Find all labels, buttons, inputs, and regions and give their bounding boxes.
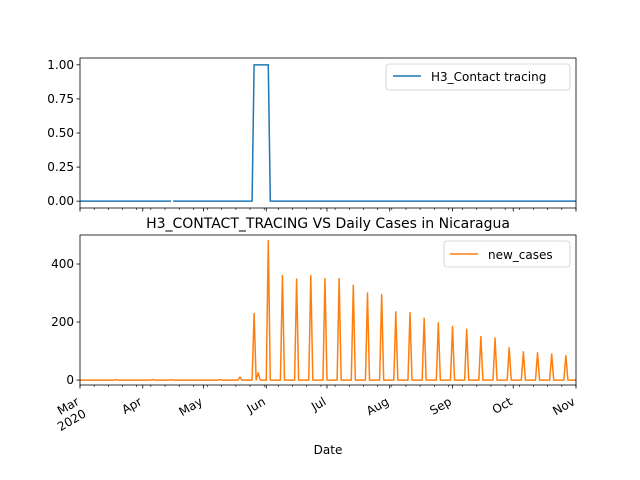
bottom-y-tick-label: 0 (66, 373, 74, 387)
top-y-tick-label: 0.00 (47, 194, 74, 208)
top-legend: H3_Contact tracing (385, 63, 571, 91)
bottom-plot-lines (80, 240, 576, 381)
top-y-tick-label: 0.75 (47, 92, 74, 106)
new-cases-line (80, 240, 576, 381)
top-x-axis (79, 208, 577, 212)
top-y-tick-label: 1.00 (47, 58, 74, 72)
top-y-tick-label: 0.25 (47, 160, 74, 174)
top-legend-box (385, 63, 571, 91)
bottom-y-tick-label: 400 (51, 257, 74, 271)
top-y-tick-label: 0.50 (47, 126, 74, 140)
contact-tracing-line-segment-2 (173, 64, 576, 202)
top-legend-label: H3_Contact tracing (431, 70, 546, 84)
bottom-y-tick-label: 200 (51, 315, 74, 329)
top-chart-panel: 0.00 0.25 0.50 0.75 1.00 H3_Contact tracing (47, 57, 577, 212)
x-axis-label: Date (314, 443, 343, 457)
x-tick-label: Jul (308, 394, 328, 414)
bottom-y-axis: 0 200 400 (51, 257, 80, 387)
top-y-axis: 0.00 0.25 0.50 0.75 1.00 (47, 58, 80, 208)
bottom-legend-label: new_cases (488, 248, 553, 262)
bottom-legend: new_cases (443, 240, 571, 268)
bottom-chart-panel: H3_CONTACT_TRACING VS Daily Cases in Nic… (51, 216, 577, 457)
bottom-legend-box (443, 240, 571, 268)
chart-title: H3_CONTACT_TRACING VS Daily Cases in Nic… (146, 216, 510, 232)
bottom-axes-frame (79, 234, 577, 386)
top-plot-lines (80, 64, 576, 202)
